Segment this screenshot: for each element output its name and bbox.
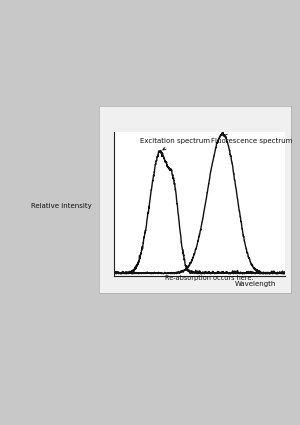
Text: Wavelength: Wavelength	[235, 281, 276, 287]
Text: Re-absorption occurs here.: Re-absorption occurs here.	[165, 271, 253, 281]
Text: Excitation spectrum: Excitation spectrum	[140, 139, 210, 150]
Text: Relative intensity: Relative intensity	[31, 203, 92, 209]
Text: Fluorescence spectrum: Fluorescence spectrum	[211, 134, 292, 145]
